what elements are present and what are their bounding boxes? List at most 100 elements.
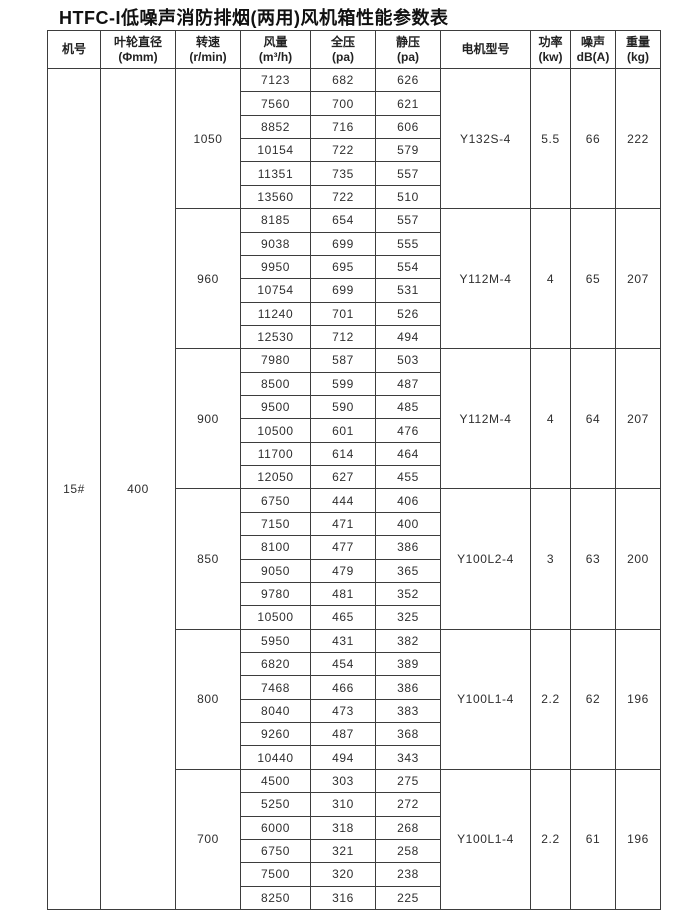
table-row: 6750 321 258 [48,838,661,864]
table-row: 12050 627 455 [48,465,661,490]
header-unit: (pa) [332,49,354,64]
table-row: 6820 454 389 [48,651,661,677]
noise-cell: 64 [570,348,616,490]
total-pressure-cell: 722 [310,138,376,163]
static-pressure-cell: 621 [375,91,441,116]
airflow-cell: 7980 [240,348,311,373]
static-pressure-cell: 606 [375,114,441,140]
airflow-cell: 7150 [240,511,311,537]
static-pressure-cell: 526 [375,301,441,326]
static-pressure-cell: 352 [375,581,441,607]
airflow-cell: 8040 [240,698,311,724]
table-row: 6000 318 268 [48,815,661,840]
total-pressure-cell: 479 [310,558,376,583]
total-pressure-cell: 466 [310,675,376,700]
table-row: 7560 700 621 [48,91,661,116]
table-row: 10500 601 476 [48,418,661,443]
header-unit: (kg) [627,49,649,64]
page-title: HTFC-I低噪声消防排烟(两用)风机箱性能参数表 [59,8,449,28]
weight-cell: 196 [615,768,661,911]
total-pressure-cell: 722 [310,184,376,210]
table-row: 8100 477 386 [48,535,661,560]
airflow-cell: 8185 [240,208,311,233]
total-pressure-cell: 699 [310,231,376,256]
total-pressure-cell: 654 [310,208,376,233]
table-row: 900 7980 587 503 Y112M-4 4 64 207 [48,348,661,490]
static-pressure-cell: 325 [375,605,441,630]
table-row: 12530 712 494 [48,324,661,350]
table-row: 8040 473 383 [48,698,661,724]
header-label: 功率 [538,34,563,49]
noise-cell: 63 [570,488,616,630]
col-header-machine-no: 机号 [47,30,101,69]
static-pressure-cell: 555 [375,231,441,256]
total-pressure-cell: 735 [310,161,376,186]
airflow-cell: 9500 [240,395,311,420]
airflow-cell: 6820 [240,651,311,677]
airflow-cell: 7500 [240,862,311,887]
spec-table-body: 15# 400 1050 7123 682 626 Y132S-4 5.5 66 222 7560 7… [47,67,661,911]
airflow-cell: 10440 [240,745,311,770]
static-pressure-cell: 258 [375,838,441,864]
power-cell: 4 [530,348,571,490]
total-pressure-cell: 321 [310,838,376,864]
table-row: 8500 599 487 [48,371,661,397]
machine-no-cell: 15# [47,68,101,910]
airflow-cell: 8100 [240,535,311,560]
header-label: 风量 [263,34,288,49]
header-unit: (r/min) [189,49,227,64]
weight-cell: 207 [615,208,661,350]
total-pressure-cell: 318 [310,815,376,840]
total-pressure-cell: 494 [310,745,376,770]
static-pressure-cell: 268 [375,815,441,840]
header-row: 机号 叶轮直径 (Φmm) 转速 (r/min) 风量 (m³/h) 全压 [47,30,661,69]
total-pressure-cell: 471 [310,511,376,537]
total-pressure-cell: 465 [310,605,376,630]
static-pressure-cell: 272 [375,792,441,817]
airflow-cell: 4500 [240,768,311,794]
table-row: 10500 465 325 [48,605,661,630]
power-cell: 2.2 [530,628,571,770]
spec-table: 机号 叶轮直径 (Φmm) 转速 (r/min) 风量 (m³/h) 全压 [47,30,661,911]
col-header-noise: 噪声 dB(A) [570,30,616,69]
airflow-cell: 11351 [240,161,311,186]
total-pressure-cell: 712 [310,324,376,350]
airflow-cell: 10754 [240,278,311,303]
total-pressure-cell: 716 [310,114,376,140]
header-label: 噪声 [580,34,605,49]
header-label: 静压 [395,34,420,49]
airflow-cell: 8852 [240,114,311,140]
table-row: 10440 494 343 [48,745,661,770]
static-pressure-cell: 368 [375,722,441,747]
airflow-cell: 10154 [240,138,311,163]
airflow-cell: 6750 [240,488,311,513]
col-header-weight: 重量 (kg) [615,30,661,69]
total-pressure-cell: 700 [310,91,376,116]
table-row: 10154 722 579 [48,138,661,163]
weight-cell: 222 [615,67,661,210]
col-header-impeller-diameter: 叶轮直径 (Φmm) [100,30,176,69]
col-header-airflow: 风量 (m³/h) [240,30,311,69]
static-pressure-cell: 510 [375,184,441,210]
static-pressure-cell: 382 [375,628,441,653]
static-pressure-cell: 383 [375,698,441,724]
col-header-total-pressure: 全压 (pa) [310,30,376,69]
table-row: 9038 699 555 [48,231,661,256]
table-row: 800 5950 431 382 Y100L1-4 2.2 62 196 [48,628,661,770]
total-pressure-cell: 310 [310,792,376,817]
airflow-cell: 13560 [240,184,311,210]
airflow-cell: 7560 [240,91,311,116]
speed-cell: 700 [175,768,241,911]
table-row: 7500 320 238 [48,862,661,887]
static-pressure-cell: 626 [375,67,441,93]
airflow-cell: 5950 [240,628,311,653]
header-label: 全压 [330,34,355,49]
total-pressure-cell: 320 [310,862,376,887]
static-pressure-cell: 557 [375,208,441,233]
static-pressure-cell: 531 [375,278,441,303]
noise-cell: 61 [570,768,616,911]
table-row: 700 4500 303 275 Y100L1-4 2.2 61 196 [48,768,661,911]
table-row: 850 6750 444 406 Y100L2-4 3 63 200 [48,488,661,630]
spec-table-container: 机号 叶轮直径 (Φmm) 转速 (r/min) 风量 (m³/h) 全压 [47,30,661,911]
